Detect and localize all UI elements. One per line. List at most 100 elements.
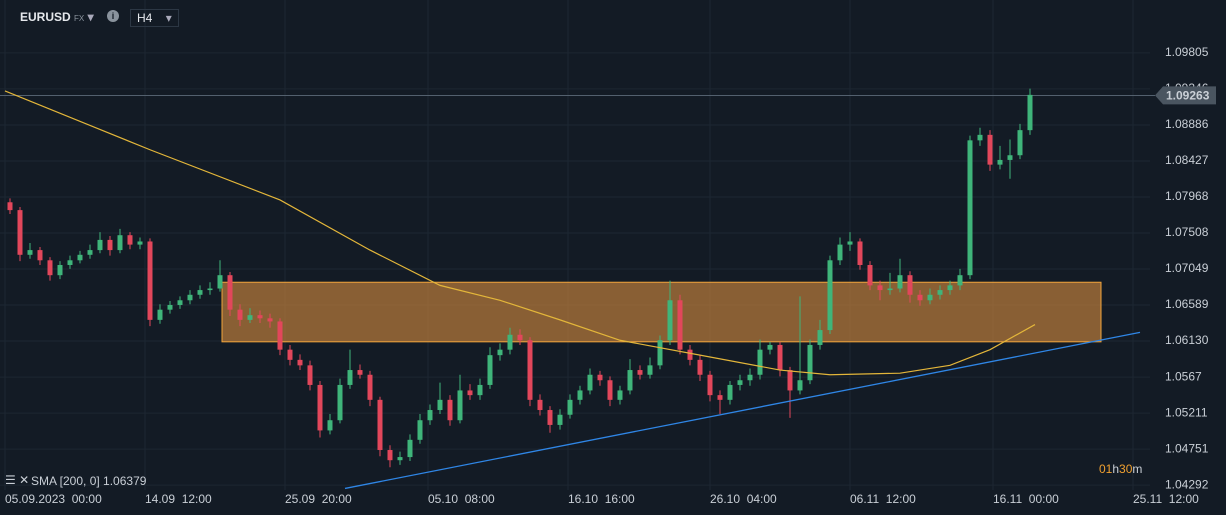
y-tick-label: 1.07508 bbox=[1165, 225, 1209, 239]
candle-body bbox=[327, 420, 333, 431]
symbol[interactable]: EURUSD FX ▾ bbox=[20, 10, 94, 24]
candle-body bbox=[717, 395, 723, 400]
candle-body bbox=[867, 264, 873, 286]
candle-body bbox=[507, 334, 513, 350]
symbol-name: EURUSD bbox=[20, 10, 71, 24]
timer-part: 01 bbox=[1099, 462, 1113, 476]
candle-body bbox=[467, 390, 473, 396]
x-tick-label: 14.09 12:00 bbox=[145, 492, 212, 506]
candle-body bbox=[807, 344, 813, 381]
candle-body bbox=[127, 235, 133, 245]
last-price-tag bbox=[1155, 86, 1216, 105]
candle-body bbox=[297, 359, 303, 366]
candle-body bbox=[767, 344, 773, 350]
candle-body bbox=[1027, 94, 1033, 131]
y-tick-label: 1.06589 bbox=[1165, 297, 1209, 311]
y-tick-label: 1.0567 bbox=[1165, 369, 1202, 383]
timer-part: 30 bbox=[1119, 462, 1133, 476]
candle-body bbox=[857, 241, 863, 265]
x-tick-label: 25.09 20:00 bbox=[285, 492, 352, 506]
x-tick-label: 16.11 00:00 bbox=[993, 492, 1059, 506]
candle-body bbox=[917, 294, 923, 301]
candle-body bbox=[727, 384, 733, 400]
candle-body bbox=[407, 439, 413, 458]
candle-body bbox=[527, 340, 533, 400]
info-icon[interactable]: i bbox=[107, 10, 119, 22]
candle-body bbox=[787, 370, 793, 391]
candle-body bbox=[197, 290, 203, 295]
candle-body bbox=[877, 285, 883, 291]
candle-body bbox=[477, 384, 483, 396]
market: FX bbox=[74, 14, 85, 23]
indicator-label: SMA [200, 0] 1.06379 bbox=[31, 474, 147, 488]
candle-body bbox=[907, 275, 913, 295]
candle-body bbox=[947, 285, 953, 291]
candle-body bbox=[737, 380, 743, 385]
zone bbox=[221, 281, 1102, 343]
candle-body bbox=[427, 410, 433, 421]
candle-body bbox=[207, 288, 213, 291]
candle-body bbox=[167, 304, 173, 310]
y-tick-label: 1.06130 bbox=[1165, 333, 1209, 347]
candle-body bbox=[967, 140, 973, 276]
candle-body bbox=[37, 250, 43, 261]
y-tick-label: 1.04292 bbox=[1165, 477, 1209, 491]
x-tick-label: 25.11 12:00 bbox=[1133, 492, 1199, 506]
dropdown-arrow: ▾ bbox=[165, 11, 172, 25]
candle-body bbox=[387, 450, 393, 461]
candle-body bbox=[287, 349, 293, 360]
candle-body bbox=[137, 241, 143, 245]
candle-body bbox=[847, 241, 853, 245]
candle-body bbox=[97, 239, 103, 251]
candle-body bbox=[247, 315, 253, 320]
timer-part: h bbox=[1112, 462, 1119, 476]
candle-body bbox=[57, 264, 63, 276]
candle-body bbox=[537, 399, 543, 411]
candle-body bbox=[117, 235, 123, 251]
candle-body bbox=[1007, 155, 1013, 160]
candle-body bbox=[687, 349, 693, 360]
candle-body bbox=[187, 294, 193, 301]
candle-body bbox=[827, 260, 833, 331]
last-price-label: 1.09263 bbox=[1166, 89, 1210, 103]
candle-body bbox=[267, 318, 273, 322]
candle-body bbox=[367, 374, 373, 400]
candle-body bbox=[257, 315, 263, 319]
candle-body bbox=[417, 420, 423, 440]
candle-body bbox=[667, 300, 673, 341]
timeframe[interactable]: H4 ▾ bbox=[130, 9, 179, 27]
candle-body bbox=[697, 359, 703, 375]
candle-body bbox=[17, 210, 23, 255]
y-tick-label: 1.04751 bbox=[1165, 441, 1209, 455]
timer-part: m bbox=[1132, 462, 1142, 476]
candle-body bbox=[617, 390, 623, 400]
candle-body bbox=[997, 159, 1003, 165]
candle-body bbox=[497, 349, 503, 356]
candle-body bbox=[757, 349, 763, 375]
candle-body bbox=[607, 380, 613, 400]
candle-body bbox=[597, 374, 603, 381]
candle-body bbox=[677, 300, 683, 350]
timer: 01h30m bbox=[1099, 462, 1142, 476]
candle-body bbox=[437, 399, 443, 411]
candle-body bbox=[47, 260, 53, 276]
candle-body bbox=[317, 384, 323, 431]
y-tick-label: 1.08886 bbox=[1165, 117, 1209, 131]
x-tick-label: 05.10 08:00 bbox=[428, 492, 495, 506]
candle-body bbox=[157, 309, 163, 320]
x-tick-label: 16.10 16:00 bbox=[568, 492, 635, 506]
candle-body bbox=[927, 294, 933, 301]
candle-body bbox=[937, 290, 943, 295]
candle-body bbox=[887, 288, 893, 291]
candle-body bbox=[977, 134, 983, 141]
candle-body bbox=[217, 275, 223, 289]
timeframe-label: H4 bbox=[137, 11, 153, 25]
candle-body bbox=[817, 330, 823, 345]
candle-body bbox=[237, 309, 243, 320]
candle-body bbox=[447, 399, 453, 421]
y-tick-label: 1.07968 bbox=[1165, 189, 1209, 203]
candle-body bbox=[347, 370, 353, 385]
candle-body bbox=[487, 355, 493, 385]
candle-body bbox=[627, 370, 633, 391]
